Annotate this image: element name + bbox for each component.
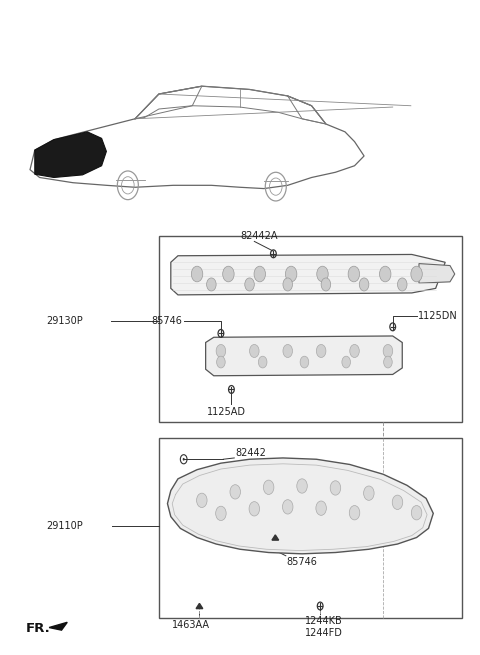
Circle shape <box>317 266 328 282</box>
Circle shape <box>216 356 225 368</box>
Circle shape <box>348 266 360 282</box>
Circle shape <box>283 278 292 291</box>
Circle shape <box>342 356 350 368</box>
Circle shape <box>411 266 422 282</box>
Circle shape <box>360 278 369 291</box>
Polygon shape <box>49 622 67 630</box>
Circle shape <box>254 266 265 282</box>
Circle shape <box>249 502 260 516</box>
Bar <box>159 236 462 422</box>
Circle shape <box>197 493 207 508</box>
Polygon shape <box>196 603 203 608</box>
Circle shape <box>383 345 393 358</box>
Circle shape <box>286 266 297 282</box>
Circle shape <box>216 506 226 521</box>
Circle shape <box>350 345 360 358</box>
Text: 1244KB: 1244KB <box>305 616 343 626</box>
Circle shape <box>321 278 331 291</box>
Circle shape <box>206 278 216 291</box>
Circle shape <box>316 501 326 515</box>
Polygon shape <box>419 263 455 283</box>
Text: 82442: 82442 <box>235 448 266 458</box>
Circle shape <box>349 506 360 520</box>
Text: 85746: 85746 <box>287 557 318 567</box>
Circle shape <box>282 500 293 514</box>
Polygon shape <box>272 535 279 540</box>
Circle shape <box>250 345 259 358</box>
Text: 29110P: 29110P <box>47 521 84 531</box>
Circle shape <box>397 278 407 291</box>
Polygon shape <box>168 458 433 554</box>
Text: 1125AD: 1125AD <box>206 407 246 417</box>
Circle shape <box>364 486 374 500</box>
Text: 85746: 85746 <box>152 316 183 326</box>
Circle shape <box>264 480 274 495</box>
Circle shape <box>411 506 422 520</box>
Circle shape <box>392 495 403 510</box>
Circle shape <box>330 481 341 495</box>
Circle shape <box>216 345 226 358</box>
Circle shape <box>192 266 203 282</box>
Circle shape <box>384 356 392 368</box>
Circle shape <box>316 345 326 358</box>
Text: 82442A: 82442A <box>240 231 277 242</box>
Text: 1125DN: 1125DN <box>418 310 457 321</box>
Circle shape <box>297 479 307 493</box>
Text: FR.: FR. <box>25 622 50 635</box>
Circle shape <box>258 356 267 368</box>
Circle shape <box>223 266 234 282</box>
Polygon shape <box>205 336 402 376</box>
Text: 1463AA: 1463AA <box>172 620 210 629</box>
Circle shape <box>300 356 309 368</box>
Circle shape <box>283 345 292 358</box>
Circle shape <box>183 458 185 460</box>
Text: 29130P: 29130P <box>47 316 84 326</box>
Polygon shape <box>171 254 445 295</box>
Circle shape <box>230 485 240 499</box>
Bar <box>159 438 462 618</box>
Circle shape <box>245 278 254 291</box>
Polygon shape <box>35 132 107 178</box>
Text: 1244FD: 1244FD <box>305 627 343 637</box>
Circle shape <box>380 266 391 282</box>
